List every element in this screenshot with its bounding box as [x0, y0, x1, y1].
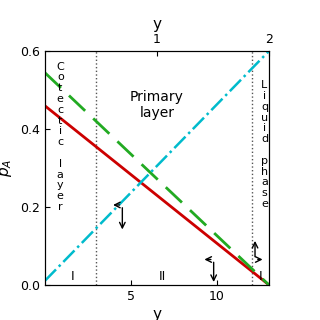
Y-axis label: $p_A$: $p_A$: [0, 159, 14, 177]
Text: L
i
q
u
i
d
 
p
h
a
s
e: L i q u i d p h a s e: [261, 80, 268, 209]
Text: Primary
layer: Primary layer: [130, 90, 184, 120]
X-axis label: y: y: [152, 17, 161, 32]
Text: C
o
t
e
c
t
i
c
 
l
a
y
e
r: C o t e c t i c l a y e r: [56, 62, 64, 212]
X-axis label: y: y: [152, 307, 161, 320]
Text: I: I: [258, 270, 262, 283]
Text: I: I: [70, 270, 74, 283]
Text: II: II: [158, 270, 165, 283]
